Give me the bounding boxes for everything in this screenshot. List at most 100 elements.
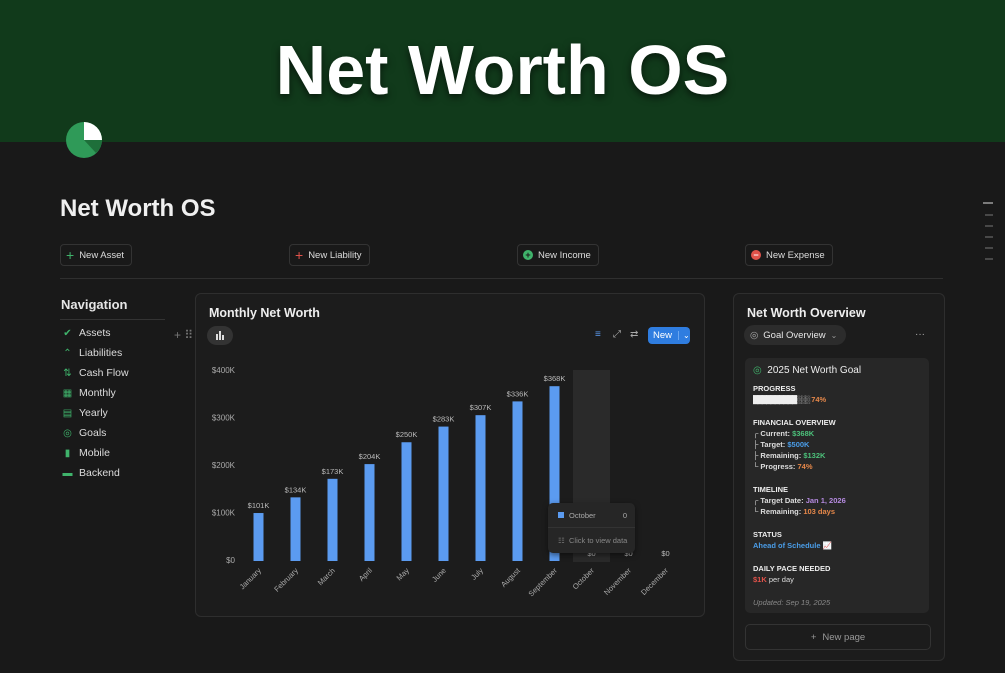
nav-item[interactable]: ⌃ Liabilities [62, 347, 122, 359]
button[interactable]: + New Income [517, 244, 599, 266]
new-button-label: New [653, 330, 673, 341]
y-tick-label: $300K [212, 414, 236, 423]
bar [327, 478, 338, 561]
row-value: $368K [792, 429, 815, 438]
nav-item[interactable]: ▬ Backend [62, 467, 120, 479]
drag-handle[interactable]: + ⠿ [174, 328, 194, 342]
row-value: 103 days [803, 507, 836, 516]
x-tick-label: October [571, 566, 597, 592]
nav-icon: ▬ [62, 467, 73, 479]
button[interactable]: + New Asset [60, 244, 133, 266]
row-label: └ Remaining: [753, 507, 802, 516]
new-button[interactable]: New ⌄ [648, 327, 690, 344]
value-label: $0 [587, 549, 595, 558]
nav-label: Monthly [79, 387, 116, 399]
new-page-label: New page [822, 631, 866, 643]
bar [253, 513, 264, 561]
x-tick-label: September [527, 566, 560, 599]
nav-label: Goals [79, 427, 107, 439]
x-tick-label: June [430, 566, 448, 584]
row-value: $132K [803, 451, 826, 460]
x-tick-label: February [272, 566, 300, 594]
tooltip: October 0 ☷ Click to view data [548, 503, 635, 553]
status-value: Ahead of Schedule 📈 [753, 541, 832, 550]
value-label: $336K [507, 389, 529, 398]
nav-item[interactable]: ⇅ Cash Flow [62, 367, 128, 379]
nav-icon: ⌃ [63, 347, 72, 359]
nav-item[interactable]: ✔ Assets [62, 327, 111, 339]
divider [60, 278, 943, 279]
bar [512, 401, 523, 561]
button-label: New Expense [766, 249, 825, 261]
nav-icon: ▦ [62, 387, 73, 399]
section-heading: DAILY PACE NEEDED [753, 564, 831, 573]
y-tick-label: $0 [226, 556, 235, 565]
page-title: Net Worth OS [60, 195, 216, 222]
section-heading: STATUS [753, 530, 782, 539]
overview-title: Net Worth Overview [747, 306, 866, 320]
button-label: New Income [538, 249, 591, 261]
nav-label: Mobile [79, 447, 110, 459]
value-label: $283K [433, 415, 455, 424]
progress-bar: ██████████░░░ [753, 395, 810, 404]
y-tick-label: $200K [212, 461, 236, 470]
row-value: 74% [797, 462, 813, 471]
x-tick-label: July [469, 566, 485, 582]
expand-icon[interactable]: ⤢ [613, 329, 621, 340]
bar [549, 386, 560, 561]
row-label: ┌ Current: [753, 429, 790, 438]
nav-underline [60, 319, 165, 320]
button-label: New Asset [79, 249, 125, 261]
value-label: $0 [624, 549, 632, 558]
y-tick-label: $100K [212, 509, 236, 518]
button[interactable]: − New Expense [745, 244, 833, 266]
nav-item[interactable]: ▤ Yearly [62, 407, 108, 419]
nav-item[interactable]: ▮ Mobile [62, 447, 110, 459]
x-tick-label: August [499, 565, 523, 589]
value-label: $307K [470, 403, 492, 412]
x-tick-label: April [357, 566, 374, 583]
nav-icon: ⇅ [63, 367, 72, 379]
nav-icon: ◎ [63, 427, 72, 439]
pace-value: $1K [753, 575, 767, 584]
view-pill[interactable]: ◎ Goal Overview ⌄ [744, 325, 847, 345]
settings-icon[interactable]: ⇄ [630, 329, 639, 340]
bar [364, 464, 375, 561]
value-label: $204K [359, 452, 381, 461]
nav-label: Backend [79, 467, 120, 479]
row-value: Jan 1, 2026 [805, 496, 846, 505]
section-heading: TIMELINE [753, 485, 788, 494]
new-page-button[interactable]: + New page [745, 624, 931, 650]
x-tick-label: March [316, 566, 337, 587]
chart-card [195, 293, 705, 617]
banner-title: Net Worth OS [275, 31, 730, 109]
x-tick-label: November [602, 566, 633, 597]
x-tick-label: January [238, 566, 263, 591]
value-label: $101K [248, 501, 270, 510]
value-label: $0 [661, 549, 669, 558]
nav-item[interactable]: ◎ Goals [62, 427, 106, 439]
tooltip-value: 0 [622, 511, 627, 520]
nav-item[interactable]: ▦ Monthly [62, 387, 116, 399]
updated: Updated: Sep 19, 2025 [753, 598, 831, 607]
view-pill-label: Goal Overview [763, 329, 826, 341]
pace-suffix: per day [768, 575, 794, 584]
filter-icon[interactable]: ≡ [595, 329, 601, 340]
nav-icon: ▤ [62, 407, 73, 419]
progress-percent: 74% [811, 395, 827, 404]
nav-label: Assets [79, 327, 111, 339]
more-menu[interactable]: ··· [915, 329, 925, 340]
section-heading: PROGRESS [753, 384, 796, 393]
bar [290, 497, 301, 561]
nav-title: Navigation [61, 297, 128, 312]
bar [401, 442, 412, 561]
button[interactable]: + New Liability [289, 244, 370, 266]
tooltip-hint[interactable]: Click to view data [569, 536, 628, 545]
banner [0, 0, 1005, 142]
tooltip-swatch [558, 512, 564, 518]
row-value: $500K [787, 440, 810, 449]
chart-view-button[interactable] [207, 326, 233, 345]
nav-icon: ▮ [64, 447, 71, 459]
value-label: $134K [285, 485, 307, 494]
